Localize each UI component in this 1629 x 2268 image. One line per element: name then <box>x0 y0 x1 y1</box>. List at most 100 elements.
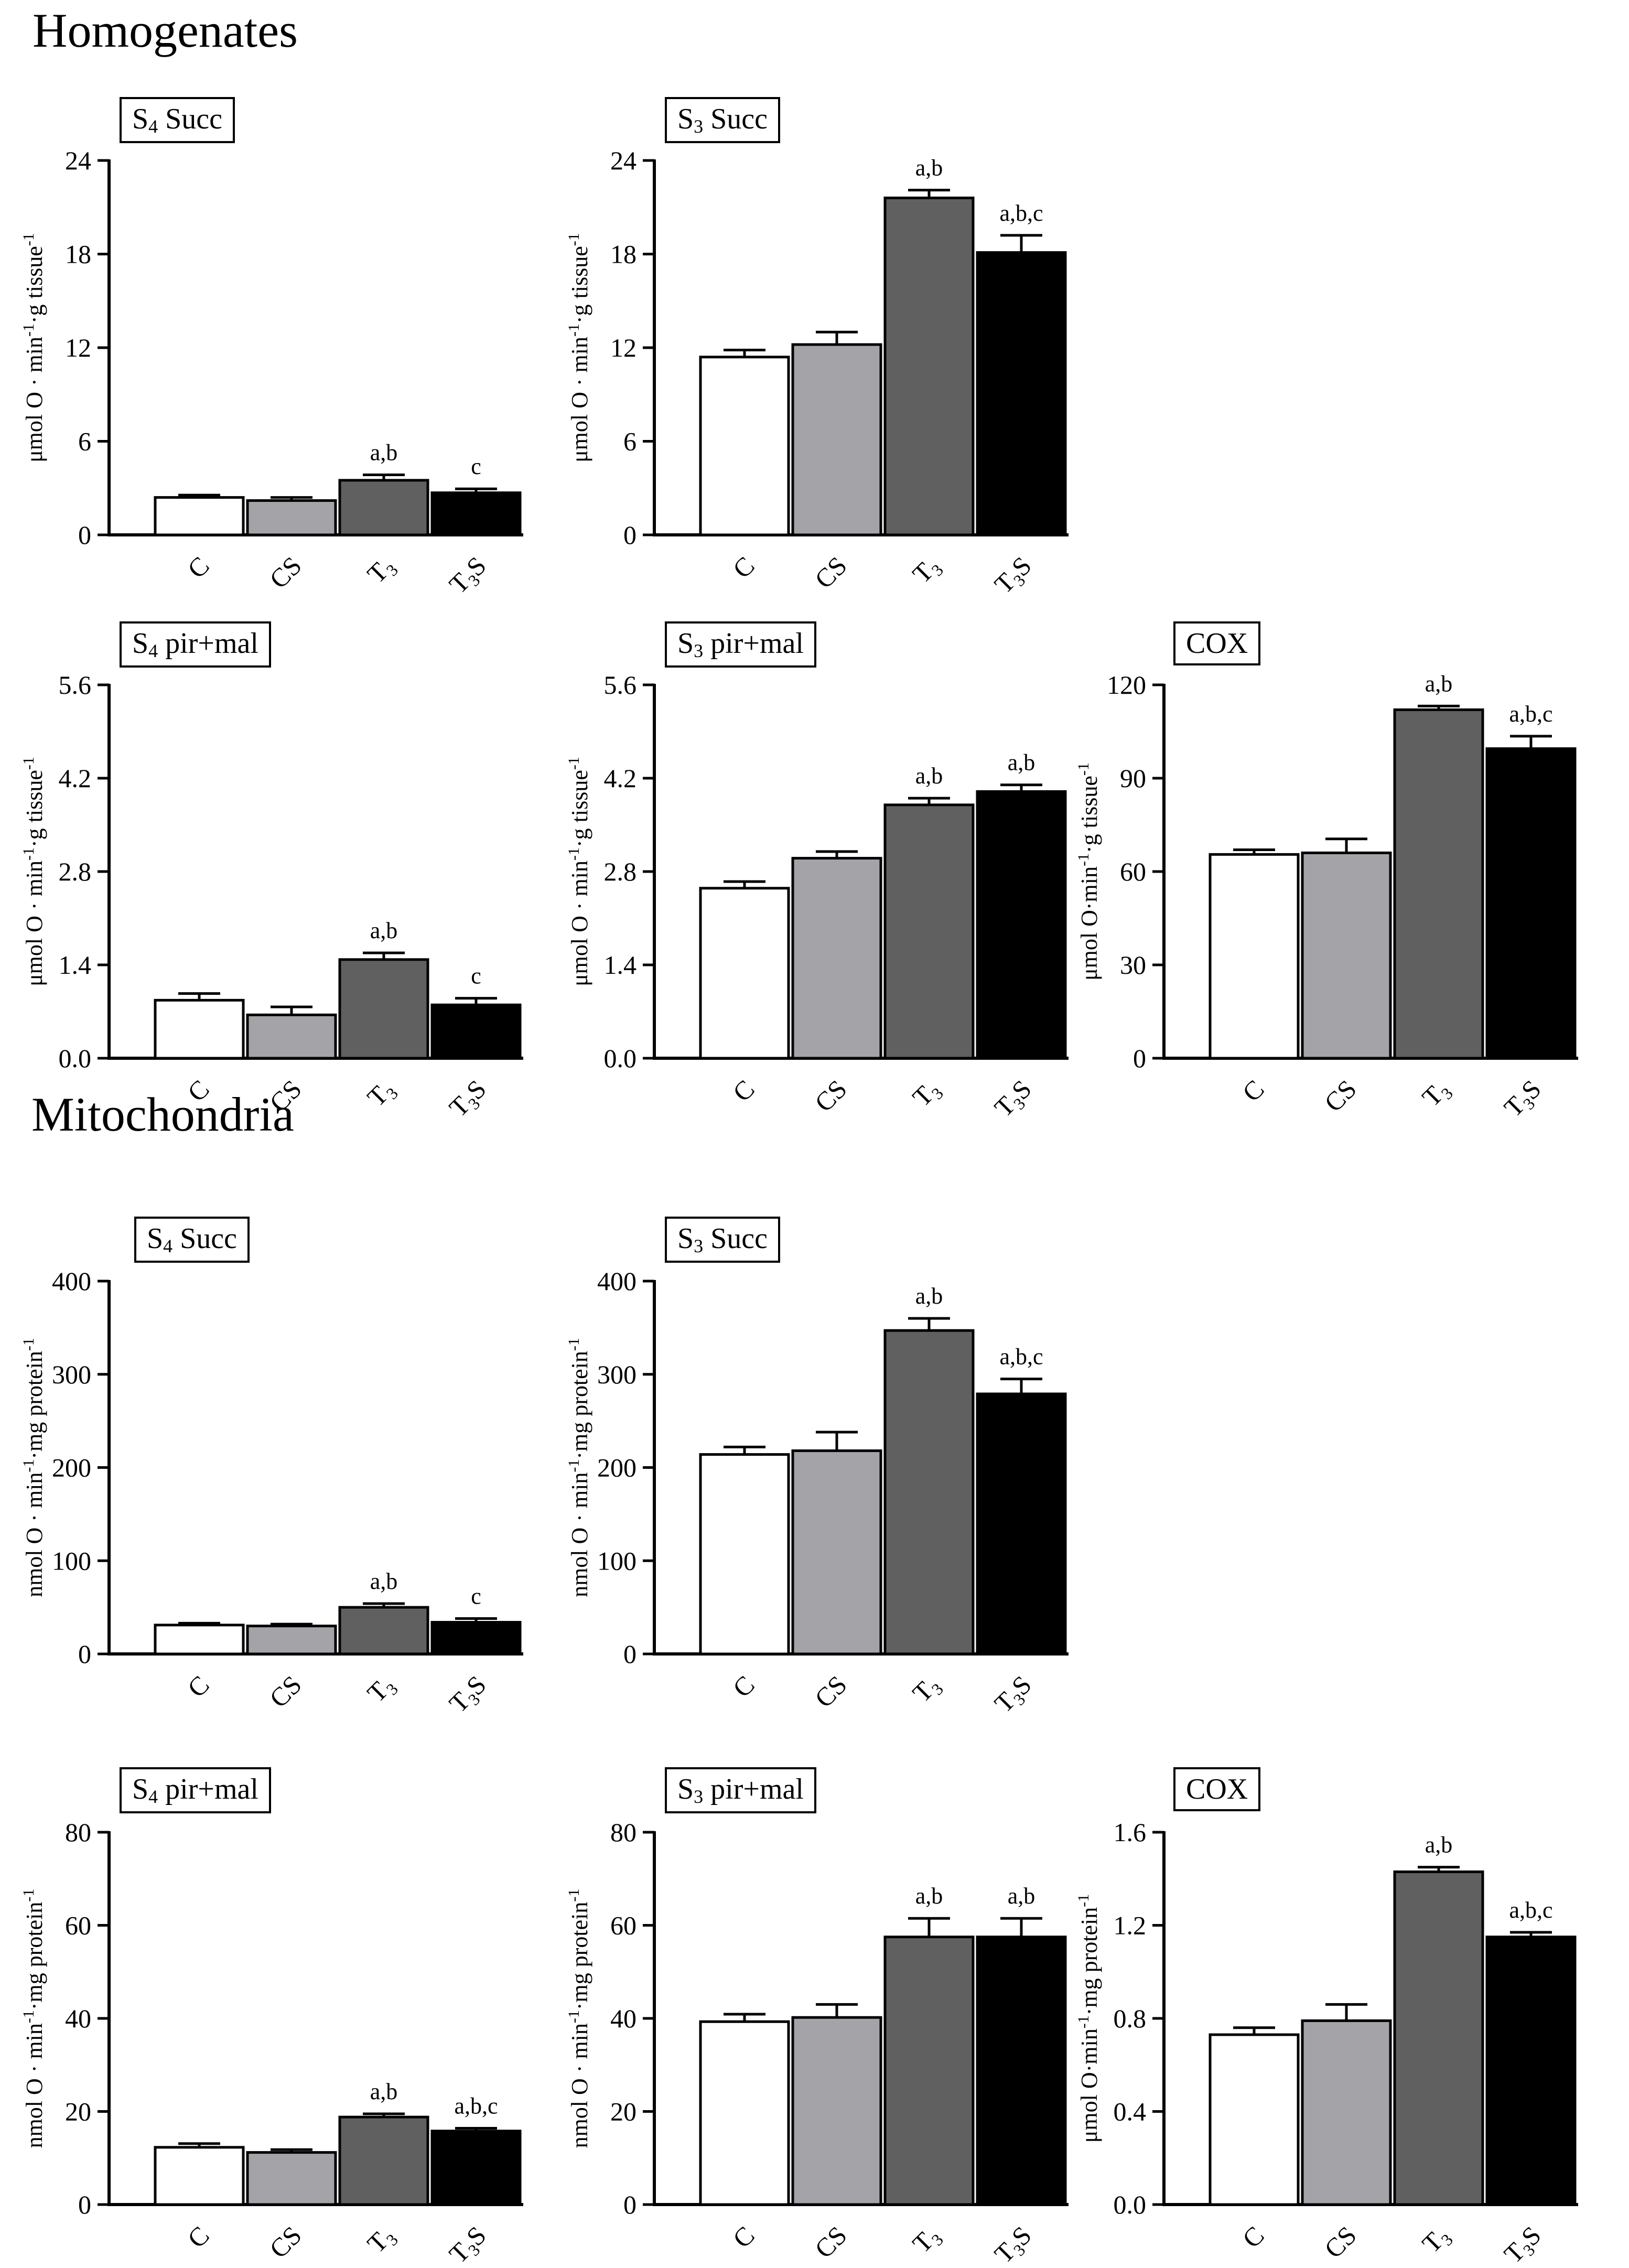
y-axis-label-sup: -1 <box>565 847 582 861</box>
bar-t3 <box>883 1936 975 2206</box>
y-axis-label-part: nmol O · min <box>21 2023 47 2148</box>
y-axis-label-sup: -1 <box>20 1459 37 1472</box>
bar-t3s <box>976 1392 1067 1656</box>
y-tick-label: 40 <box>610 2004 637 2033</box>
x-tick-label: T3S <box>989 1074 1037 1122</box>
bar-cs <box>246 2151 337 2206</box>
bar-c <box>699 887 790 1060</box>
x-tick-label-text: T3 <box>907 1670 947 1710</box>
x-tick-label: C <box>1237 1074 1270 1107</box>
y-axis-label-part: nmol O · min <box>21 1472 47 1597</box>
y-axis-label-text: μmol O · min-1·g tissue-1 <box>20 757 47 986</box>
x-tick-label-text: T3 <box>361 1074 402 1114</box>
y-axis-label-part: μmol O · min <box>21 337 47 463</box>
y-tick-label: 1.2 <box>1114 1911 1147 1940</box>
y-tick-label: 0 <box>623 2190 637 2219</box>
y-tick-label: 6 <box>78 427 91 456</box>
x-tick-label-text: CS <box>264 1074 307 1117</box>
bar-t3s <box>430 491 522 536</box>
panel-label-main: S <box>677 103 694 135</box>
panel-label-rest: pir+mal <box>158 627 258 660</box>
x-tick-label-text: T3 <box>907 2220 947 2261</box>
y-axis-label-sup: -1 <box>20 1889 37 1902</box>
x-tick-label-text: CS <box>809 551 853 594</box>
x-tick-label-text: C <box>727 2220 760 2253</box>
y-axis-label-text: nmol O · min-1·mg protein-1 <box>20 1889 47 2148</box>
y-axis-label: μmol O·min-1·mg protein-1 <box>1075 1894 1102 2143</box>
x-tick-label-text: T3S <box>989 2220 1039 2268</box>
x-tick-label-text: T3S <box>444 2220 494 2268</box>
significance-label: a,b <box>370 918 398 943</box>
y-tick-label: 100 <box>597 1546 637 1575</box>
y-axis-label-sup: -1 <box>1075 2015 1092 2028</box>
y-tick-label: 0 <box>623 520 637 550</box>
x-tick-label-text: C <box>182 1074 215 1107</box>
panel-label-rest: Succ <box>158 103 223 135</box>
y-tick-label: 0 <box>78 1639 91 1669</box>
x-tick-label: C <box>727 1074 760 1107</box>
significance-label: a,b,c <box>999 200 1043 226</box>
bar-t3s <box>430 2130 522 2206</box>
y-axis-label-part: μmol O · min <box>567 861 592 986</box>
significance-label: a,b <box>1425 671 1453 696</box>
x-tick-label: C <box>727 1670 760 1703</box>
y-tick-label: 200 <box>597 1453 637 1482</box>
y-tick-label: 12 <box>65 333 91 362</box>
x-tick-label: CS <box>264 1670 307 1713</box>
y-axis-label: μmol O · min-1·g tissue-1 <box>565 757 592 986</box>
panel-label-hom-cox: COX <box>1173 621 1261 665</box>
x-tick-label: CS <box>264 2220 307 2264</box>
y-tick-label: 18 <box>65 240 91 269</box>
y-axis-label-sup: -1 <box>565 1889 582 1902</box>
y-tick-label: 200 <box>52 1453 91 1482</box>
x-tick-label-text: T3S <box>989 1670 1039 1720</box>
bar-t3s <box>976 790 1067 1060</box>
significance-label: a,b,c <box>999 1344 1043 1370</box>
x-tick-label-text: CS <box>1319 2220 1362 2264</box>
y-tick-label: 1.6 <box>1114 1818 1147 1847</box>
x-tick-label: T3S <box>444 1670 492 1718</box>
panel-label-main: S <box>677 627 694 660</box>
bar-c <box>154 2146 245 2206</box>
bar-t3 <box>338 479 429 536</box>
x-tick-label: T3S <box>444 1074 492 1122</box>
y-tick-label: 24 <box>65 146 91 175</box>
y-axis-label: μmol O · min-1·g tissue-1 <box>20 757 47 986</box>
x-tick-label-text: CS <box>809 1074 853 1117</box>
x-tick-label: T3 <box>361 1074 402 1114</box>
significance-label: a,b,c <box>1509 701 1552 727</box>
x-tick-label-text: C <box>727 1670 760 1703</box>
x-tick-label: T3 <box>361 551 402 591</box>
panel-label-sub: 4 <box>148 1786 158 1807</box>
y-axis-label-sup: -1 <box>20 847 37 861</box>
y-tick-label: 2.8 <box>59 857 92 886</box>
bar-cs <box>1301 851 1392 1060</box>
y-tick-label: 1.4 <box>59 950 92 980</box>
y-tick-label: 400 <box>52 1266 91 1296</box>
x-tick-label-text: T3 <box>361 2220 402 2261</box>
x-tick-label-text: C <box>1237 2220 1270 2253</box>
y-axis-label: μmol O · min-1·g tissue-1 <box>20 233 47 463</box>
x-tick-label-text: T3 <box>907 1074 947 1114</box>
y-tick-label: 2.8 <box>604 857 637 886</box>
panel-label-main: COX <box>1186 627 1248 660</box>
x-tick-label: CS <box>809 551 853 594</box>
x-tick-label-text: T3 <box>907 551 947 591</box>
x-tick-label-text: T3 <box>1416 2220 1457 2261</box>
y-axis-label-sup: -1 <box>565 757 582 770</box>
significance-label: a,b <box>915 1283 943 1309</box>
panel-label-mit-s3-pirmal: S3 pir+mal <box>665 1767 816 1813</box>
panel-label-rest: Succ <box>172 1222 238 1255</box>
panel-label-hom-s4-pirmal: S4 pir+mal <box>120 621 271 668</box>
y-axis-label: μmol O · min-1·g tissue-1 <box>565 233 592 463</box>
x-tick-label-text: T3 <box>361 551 402 591</box>
significance-label: a,b <box>915 763 943 789</box>
bar-c <box>1209 2033 1300 2206</box>
panel-label-main: S <box>132 103 149 135</box>
y-axis-label-sup: -1 <box>565 233 582 246</box>
panel-label-main: S <box>147 1222 164 1255</box>
